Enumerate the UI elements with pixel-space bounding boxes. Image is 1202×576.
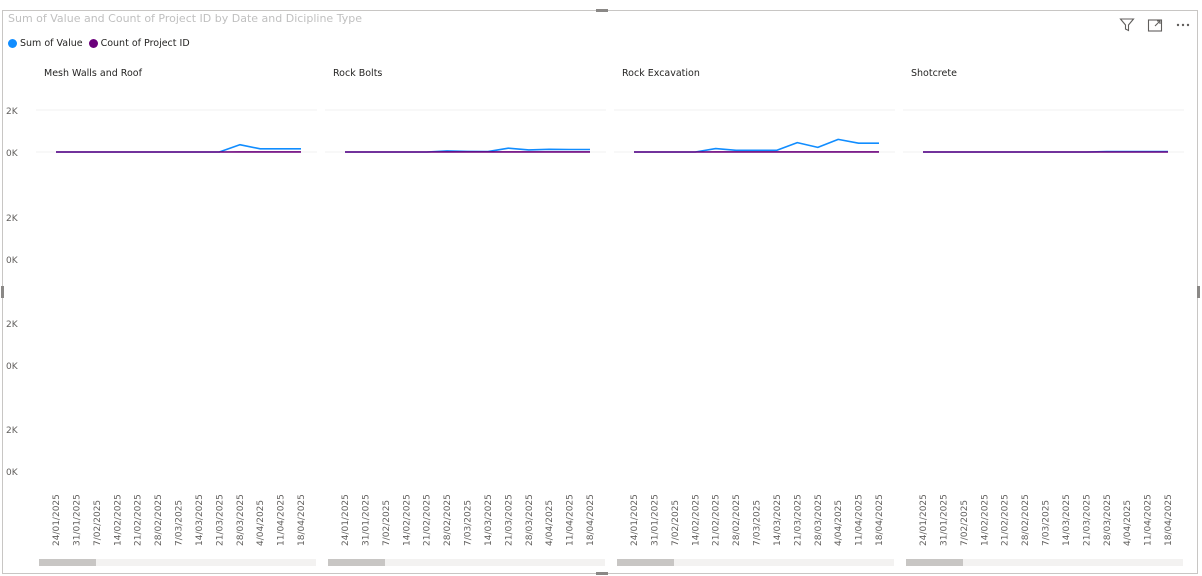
scroll-thumb[interactable] — [617, 559, 674, 566]
panel-scrollbar[interactable] — [328, 559, 605, 566]
resize-handle-bottom[interactable] — [596, 572, 608, 575]
panel-scrollbar[interactable] — [906, 559, 1183, 566]
panel-scrollbar[interactable] — [39, 559, 316, 566]
resize-handle-left[interactable] — [1, 286, 4, 298]
chart-legend: Sum of Value Count of Project ID — [8, 38, 196, 49]
legend-item-count-of-project-id[interactable]: Count of Project ID — [88, 38, 190, 49]
scroll-thumb[interactable] — [39, 559, 96, 566]
resize-handle-right[interactable] — [1197, 286, 1200, 298]
legend-item-sum-of-value[interactable]: Sum of Value — [8, 38, 83, 49]
more-options-icon[interactable] — [1174, 16, 1192, 34]
chart-title: Sum of Value and Count of Project ID by … — [8, 12, 362, 25]
legend-marker-count-of-project-id — [88, 39, 98, 48]
visual-header-toolbar — [1118, 16, 1192, 34]
visual-container[interactable] — [2, 10, 1198, 574]
legend-label: Count of Project ID — [100, 38, 190, 49]
filter-icon[interactable] — [1118, 16, 1136, 34]
scroll-thumb[interactable] — [328, 559, 385, 566]
focus-mode-icon[interactable] — [1146, 16, 1164, 34]
panel-scrollbar[interactable] — [617, 559, 894, 566]
legend-label: Sum of Value — [20, 38, 83, 49]
resize-handle-top[interactable] — [596, 9, 608, 12]
scroll-thumb[interactable] — [906, 559, 963, 566]
legend-marker-sum-of-value — [8, 39, 17, 48]
